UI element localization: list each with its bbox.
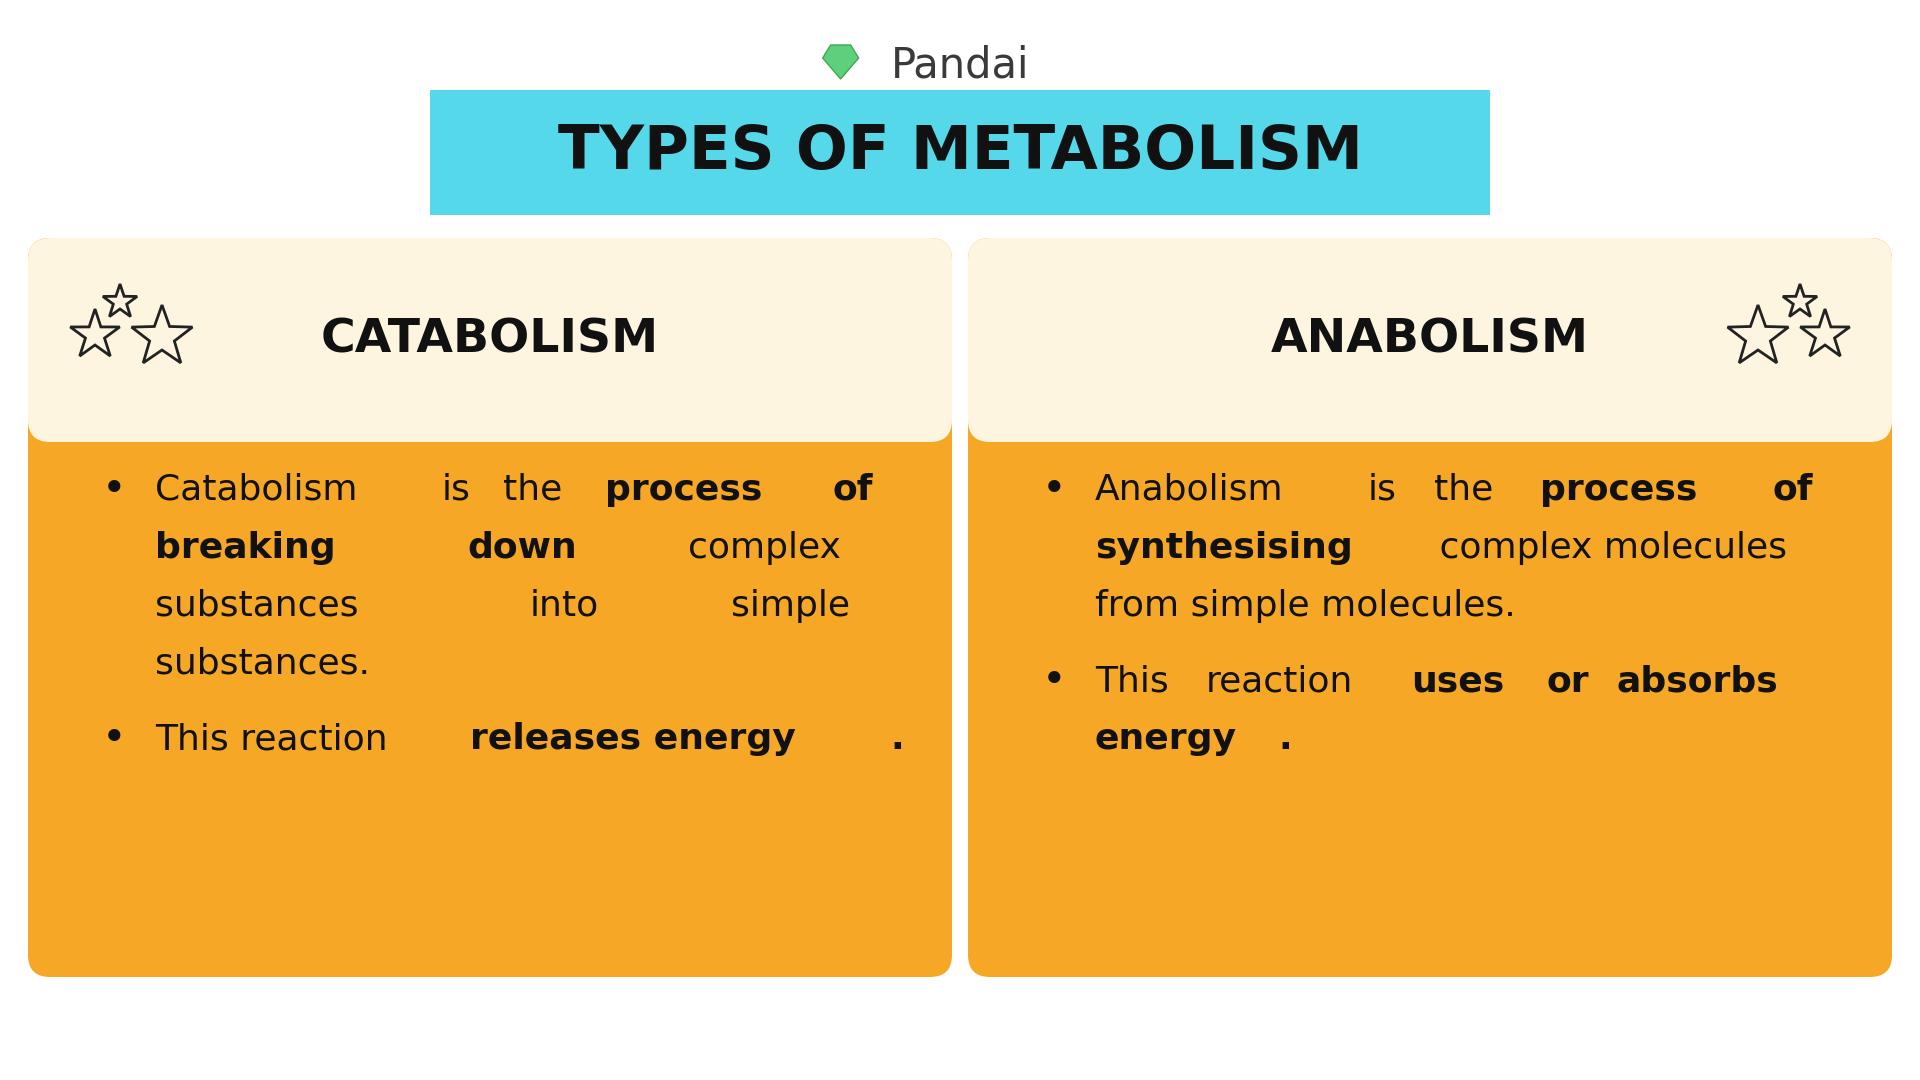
Text: synthesising: synthesising: [1094, 531, 1354, 565]
Text: of: of: [1772, 473, 1812, 507]
Text: complex molecules: complex molecules: [1428, 531, 1788, 565]
Text: TYPES OF METABOLISM: TYPES OF METABOLISM: [557, 123, 1363, 183]
Text: or: or: [1546, 664, 1588, 699]
Text: •: •: [1043, 660, 1068, 702]
Text: substances: substances: [156, 589, 359, 623]
Text: reaction: reaction: [1206, 664, 1354, 699]
Text: down: down: [467, 531, 576, 565]
Text: of: of: [833, 473, 874, 507]
Text: into: into: [530, 589, 599, 623]
Text: from simple molecules.: from simple molecules.: [1094, 589, 1515, 623]
Text: CATABOLISM: CATABOLISM: [321, 318, 659, 363]
Text: process: process: [1540, 473, 1697, 507]
FancyBboxPatch shape: [968, 238, 1891, 977]
FancyBboxPatch shape: [968, 238, 1891, 442]
Polygon shape: [822, 45, 858, 79]
Text: the: the: [503, 473, 563, 507]
Text: is: is: [1367, 473, 1396, 507]
Text: Anabolism: Anabolism: [1094, 473, 1284, 507]
Text: Pandai: Pandai: [891, 44, 1029, 86]
Text: energy: energy: [1094, 723, 1236, 756]
Text: •: •: [102, 718, 127, 760]
Text: ANABOLISM: ANABOLISM: [1271, 318, 1590, 363]
Text: is: is: [442, 473, 470, 507]
FancyBboxPatch shape: [50, 340, 929, 420]
Text: simple: simple: [732, 589, 851, 623]
Text: complex: complex: [687, 531, 841, 565]
Text: uses: uses: [1411, 664, 1503, 699]
FancyBboxPatch shape: [29, 238, 952, 442]
Text: •: •: [1043, 469, 1068, 511]
Text: This: This: [1094, 664, 1169, 699]
FancyBboxPatch shape: [29, 238, 952, 977]
Text: absorbs: absorbs: [1617, 664, 1778, 699]
Text: This reaction: This reaction: [156, 723, 399, 756]
Text: •: •: [102, 469, 127, 511]
Text: .: .: [891, 723, 904, 756]
Text: substances.: substances.: [156, 647, 371, 681]
Text: process: process: [605, 473, 762, 507]
Text: releases energy: releases energy: [470, 723, 795, 756]
FancyBboxPatch shape: [991, 340, 1870, 420]
Text: the: the: [1434, 473, 1494, 507]
FancyBboxPatch shape: [430, 90, 1490, 215]
Text: Catabolism: Catabolism: [156, 473, 357, 507]
Text: breaking: breaking: [156, 531, 336, 565]
Text: .: .: [1279, 723, 1292, 756]
